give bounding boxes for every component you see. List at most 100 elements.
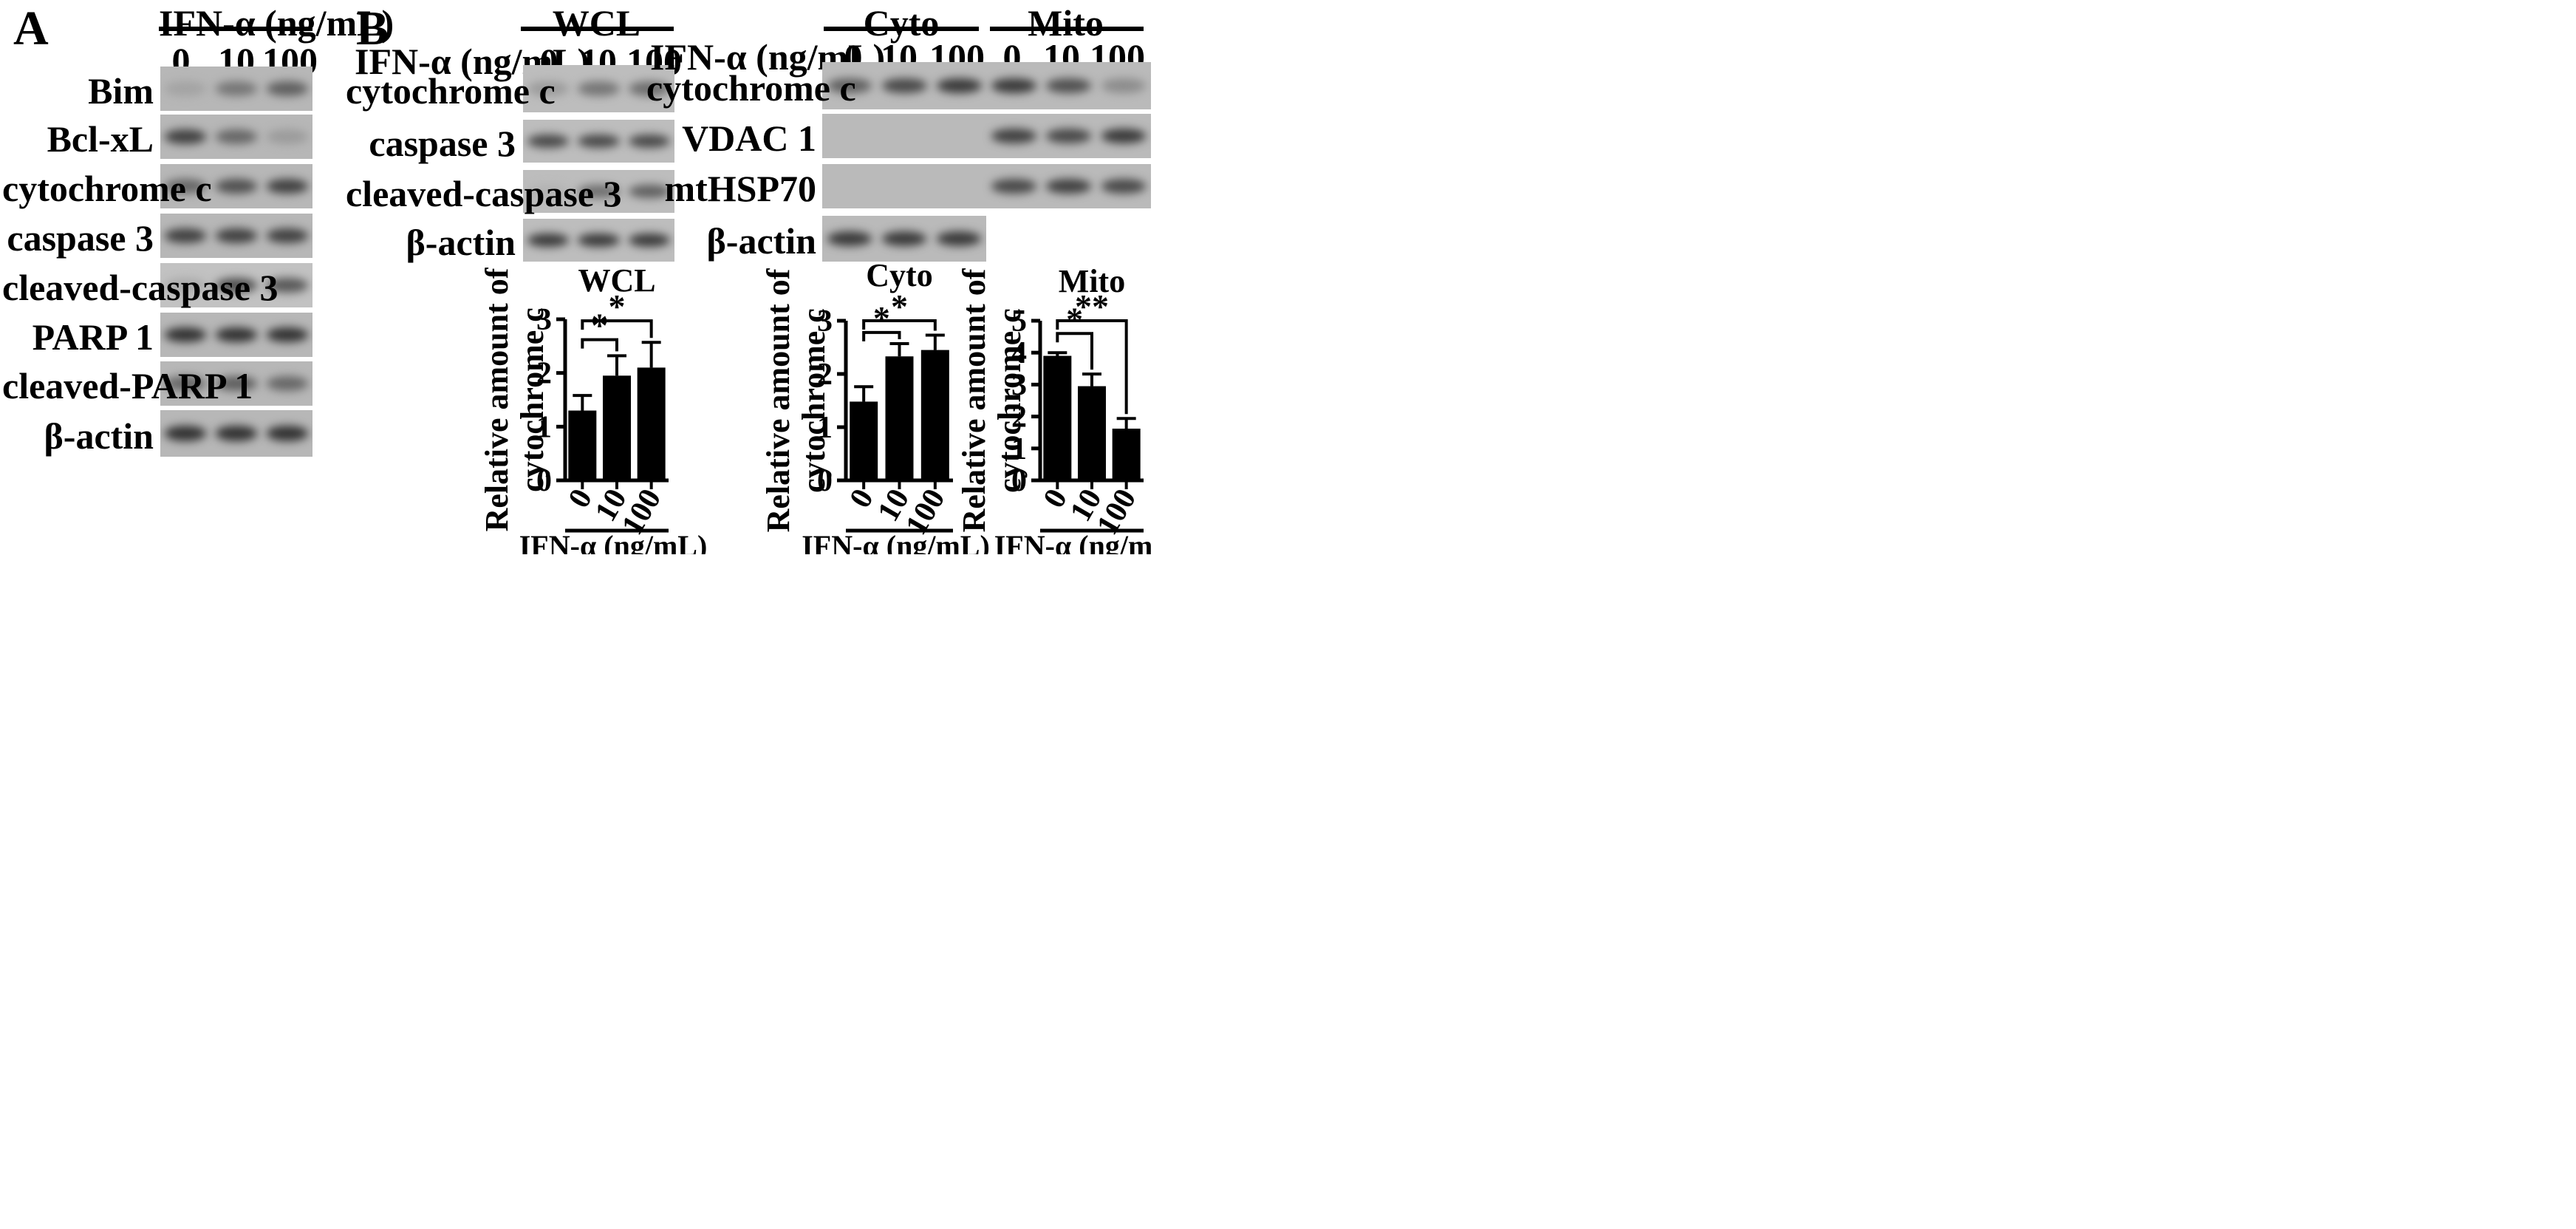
blot-a-6 <box>160 361 312 406</box>
blot-frac-3-band-0 <box>827 231 872 246</box>
significance-label: ** <box>1075 287 1109 325</box>
wcl-header: WCL <box>552 2 641 44</box>
blot-a-7-band-2 <box>266 426 308 441</box>
significance-label: * <box>1066 300 1083 338</box>
blot-wcl-label-1: caspase 3 <box>369 123 516 164</box>
bar <box>637 367 666 480</box>
blot-frac-label-2: mtHSP70 <box>664 168 816 209</box>
blot-frac-0 <box>822 62 1151 109</box>
blot-a-7 <box>160 410 312 457</box>
y-tick-label: 1 <box>817 411 833 445</box>
blot-frac-1-band-4 <box>1046 129 1092 143</box>
y-axis-label-line: cytochrome c <box>991 308 1028 493</box>
blot-wcl-3-band-1 <box>578 233 620 248</box>
blot-frac-0-band-0 <box>827 78 872 94</box>
y-tick-label: 0 <box>536 464 552 498</box>
blot-a-5-band-0 <box>165 327 207 342</box>
blot-frac-2-band-4 <box>1046 179 1092 194</box>
blot-frac-label-3: β-actin <box>706 220 816 262</box>
blot-wcl-label-3: β-actin <box>406 222 516 263</box>
significance-label: * <box>591 307 608 344</box>
blot-wcl-0 <box>523 65 674 112</box>
panel-label-b: B <box>356 1 389 55</box>
blot-wcl-0-band-1 <box>578 81 620 97</box>
blot-a-0 <box>160 67 312 111</box>
blot-frac-3 <box>822 216 986 262</box>
blot-frac-2-band-5 <box>1101 179 1147 194</box>
blot-a-7-band-1 <box>215 426 258 441</box>
cyto-header: Cyto <box>863 2 940 44</box>
blot-frac-1-band-3 <box>991 129 1036 143</box>
significance-bracket <box>581 338 618 352</box>
y-tick-label: 1 <box>1011 432 1027 466</box>
blot-wcl-2-band-2 <box>628 184 670 199</box>
panel-label-a: A <box>13 1 49 55</box>
blot-frac-1 <box>822 114 1151 158</box>
blot-a-0-band-2 <box>266 81 308 96</box>
y-tick-label: 2 <box>1011 401 1027 435</box>
blot-wcl-1-band-2 <box>628 134 670 149</box>
significance-bracket <box>581 319 653 338</box>
blot-a-6-band-2 <box>266 376 308 391</box>
blot-frac-0-band-1 <box>881 78 927 94</box>
y-axis-label-line: cytochrome c <box>514 307 550 492</box>
blot-a-7-band-0 <box>165 426 207 441</box>
mito-header: Mito <box>1028 2 1104 44</box>
blot-frac-0-band-4 <box>1046 78 1092 94</box>
bar <box>1112 429 1141 480</box>
blot-wcl-0-band-0 <box>527 81 570 97</box>
mito-header-line <box>990 27 1144 31</box>
y-tick-label: 3 <box>817 304 833 338</box>
blot-a-label-5: PARP 1 <box>32 316 154 358</box>
blot-frac-3-band-1 <box>881 231 927 246</box>
x-axis-label: IFN-α (ng/mL) <box>519 529 708 554</box>
blot-wcl-3 <box>523 219 674 262</box>
blot-frac-2 <box>822 164 1151 208</box>
blot-a-3 <box>160 214 312 258</box>
blot-a-2-band-0 <box>165 179 207 194</box>
blot-a-label-7: β-actin <box>44 415 154 457</box>
blot-a-1-band-2 <box>266 129 308 144</box>
chart-title: Cyto <box>866 257 932 293</box>
blot-wcl-1-band-0 <box>527 134 570 149</box>
y-axis-label-line: Relative amount of <box>479 267 515 531</box>
significance-label: * <box>891 287 908 325</box>
blot-a-5 <box>160 313 312 357</box>
blot-a-2-band-2 <box>266 179 308 194</box>
blot-a-label-3: caspase 3 <box>7 217 154 259</box>
y-tick-label: 2 <box>536 357 552 391</box>
blot-wcl-3-band-0 <box>527 233 570 248</box>
y-tick-label: 0 <box>817 464 833 498</box>
blot-a-0-band-1 <box>215 81 258 96</box>
blot-frac-0-band-5 <box>1101 78 1147 94</box>
blot-a-3-band-1 <box>215 228 258 243</box>
blot-frac-label-1: VDAC 1 <box>682 118 816 159</box>
blot-wcl-3-band-2 <box>628 233 670 248</box>
treatment-line-a <box>159 27 312 31</box>
blot-frac-3-band-2 <box>936 231 982 246</box>
blot-a-3-band-2 <box>266 228 308 243</box>
x-axis-label: IFN-α (ng/mL) <box>802 529 990 554</box>
y-tick-label: 0 <box>1011 464 1027 498</box>
blot-wcl-1-band-1 <box>578 134 620 149</box>
blot-a-4-band-0 <box>165 278 207 293</box>
significance-bracket <box>862 319 937 331</box>
chart-title: Mito <box>1059 263 1125 299</box>
bar <box>1043 355 1072 480</box>
blot-frac-2-band-3 <box>991 179 1036 194</box>
bar <box>568 410 597 480</box>
blot-a-1-band-1 <box>215 129 258 144</box>
y-tick-label: 1 <box>536 410 552 444</box>
significance-bracket <box>1056 332 1093 370</box>
cyto-header-line <box>824 27 979 31</box>
bar <box>603 375 631 480</box>
blot-wcl-1 <box>523 120 674 163</box>
blot-frac-0-band-3 <box>991 78 1036 94</box>
y-axis-label: Relative amount ofcytochrome c <box>760 268 832 532</box>
blot-a-6-band-1 <box>215 376 258 391</box>
blot-frac-1-band-5 <box>1101 129 1147 143</box>
significance-bracket <box>1056 319 1128 415</box>
blot-a-1-band-0 <box>165 129 207 144</box>
